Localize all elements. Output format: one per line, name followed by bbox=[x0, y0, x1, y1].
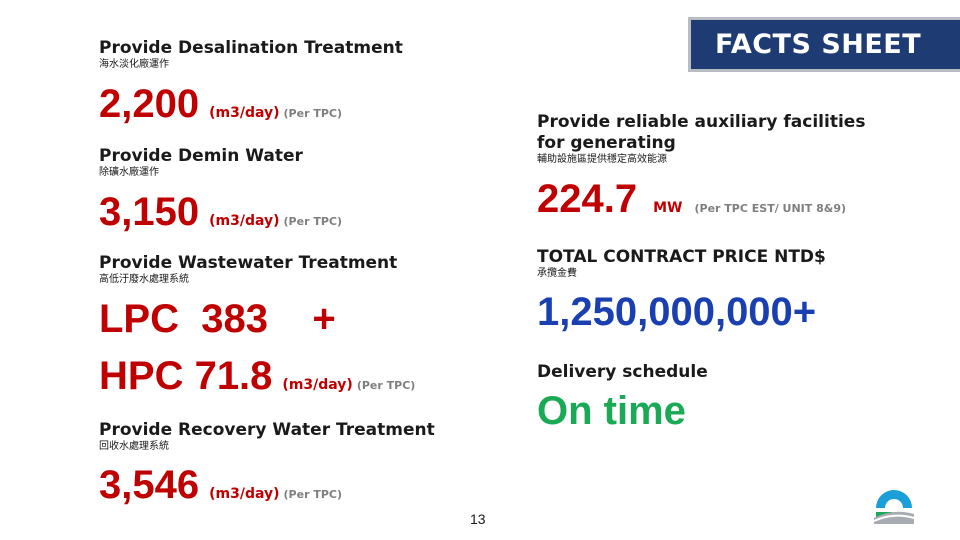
recovery-unit: (m3/day) bbox=[209, 486, 280, 502]
auxiliary-title-line2: for generating bbox=[537, 133, 676, 153]
contract-value: 1,250,000,000+ bbox=[537, 290, 817, 334]
facts-sheet-title: FACTS SHEET bbox=[715, 29, 922, 60]
demin-title: Provide Demin Water bbox=[99, 146, 303, 166]
wastewater-subtitle: 高低汙廢水處理系統 bbox=[99, 274, 189, 285]
demin-subtitle: 除礦水廠運作 bbox=[99, 167, 159, 178]
auxiliary-subtitle: 輔助設施區提供穩定高效能源 bbox=[537, 154, 667, 165]
delivery-value: On time bbox=[537, 389, 686, 433]
desalination-value: 2,200 bbox=[99, 82, 200, 126]
facts-sheet-banner: FACTS SHEET bbox=[688, 17, 960, 72]
facts-sheet-banner-inner: FACTS SHEET bbox=[691, 20, 960, 69]
contract-subtitle: 承攬金費 bbox=[537, 268, 577, 279]
demin-unit: (m3/day) bbox=[209, 213, 280, 229]
desalination-title: Provide Desalination Treatment bbox=[99, 38, 403, 58]
recovery-note: (Per TPC) bbox=[283, 488, 342, 501]
desalination-note: (Per TPC) bbox=[283, 107, 342, 120]
auxiliary-figure: 224.7 MW (Per TPC EST/ UNIT 8&9) bbox=[537, 179, 846, 219]
auxiliary-value: 224.7 bbox=[537, 177, 638, 221]
desalination-subtitle: 海水淡化廠運作 bbox=[99, 59, 169, 70]
wastewater-lpc-line: LPC 383 + bbox=[99, 297, 336, 341]
recovery-figure: 3,546 (m3/day) (Per TPC) bbox=[99, 465, 342, 505]
company-logo-icon bbox=[873, 490, 915, 524]
demin-figure: 3,150 (m3/day) (Per TPC) bbox=[99, 192, 342, 232]
wastewater-hpc-line: HPC 71.8 bbox=[99, 354, 273, 398]
recovery-title: Provide Recovery Water Treatment bbox=[99, 420, 435, 440]
desalination-unit: (m3/day) bbox=[209, 105, 280, 121]
wastewater-hpc-figure: HPC 71.8 (m3/day) (Per TPC) bbox=[99, 356, 415, 396]
recovery-subtitle: 回收水處理系統 bbox=[99, 441, 169, 452]
desalination-figure: 2,200 (m3/day) (Per TPC) bbox=[99, 84, 342, 124]
auxiliary-note: (Per TPC EST/ UNIT 8&9) bbox=[694, 202, 847, 215]
delivery-title: Delivery schedule bbox=[537, 362, 708, 382]
recovery-value: 3,546 bbox=[99, 463, 200, 507]
wastewater-unit: (m3/day) bbox=[282, 377, 353, 393]
wastewater-note: (Per TPC) bbox=[356, 379, 416, 392]
wastewater-title: Provide Wastewater Treatment bbox=[99, 253, 398, 273]
contract-title: TOTAL CONTRACT PRICE NTD$ bbox=[537, 247, 826, 267]
demin-value: 3,150 bbox=[99, 190, 200, 234]
demin-note: (Per TPC) bbox=[283, 215, 342, 228]
page-number: 13 bbox=[470, 511, 486, 527]
auxiliary-unit: MW bbox=[653, 200, 683, 216]
auxiliary-title-line1: Provide reliable auxiliary facilities bbox=[537, 112, 866, 132]
